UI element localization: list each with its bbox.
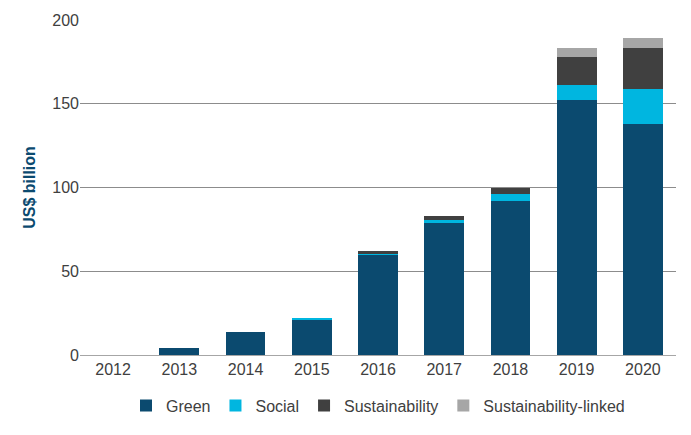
svg-text:50: 50 (61, 263, 79, 280)
svg-text:200: 200 (52, 12, 79, 29)
svg-text:Sustainability: Sustainability (344, 398, 438, 415)
svg-text:Sustainability-linked: Sustainability-linked (483, 398, 624, 415)
svg-text:2016: 2016 (360, 361, 396, 378)
svg-text:2019: 2019 (559, 361, 595, 378)
svg-text:2012: 2012 (95, 361, 131, 378)
svg-text:2014: 2014 (228, 361, 264, 378)
svg-text:2018: 2018 (493, 361, 529, 378)
svg-text:Green: Green (166, 398, 210, 415)
svg-text:Social: Social (255, 398, 299, 415)
svg-text:0: 0 (70, 347, 79, 364)
svg-text:150: 150 (52, 95, 79, 112)
svg-text:2015: 2015 (294, 361, 330, 378)
svg-text:2017: 2017 (426, 361, 462, 378)
svg-text:2013: 2013 (162, 361, 198, 378)
svg-text:2020: 2020 (625, 361, 661, 378)
svg-text:100: 100 (52, 179, 79, 196)
svg-text:US$ billion: US$ billion (21, 146, 38, 229)
